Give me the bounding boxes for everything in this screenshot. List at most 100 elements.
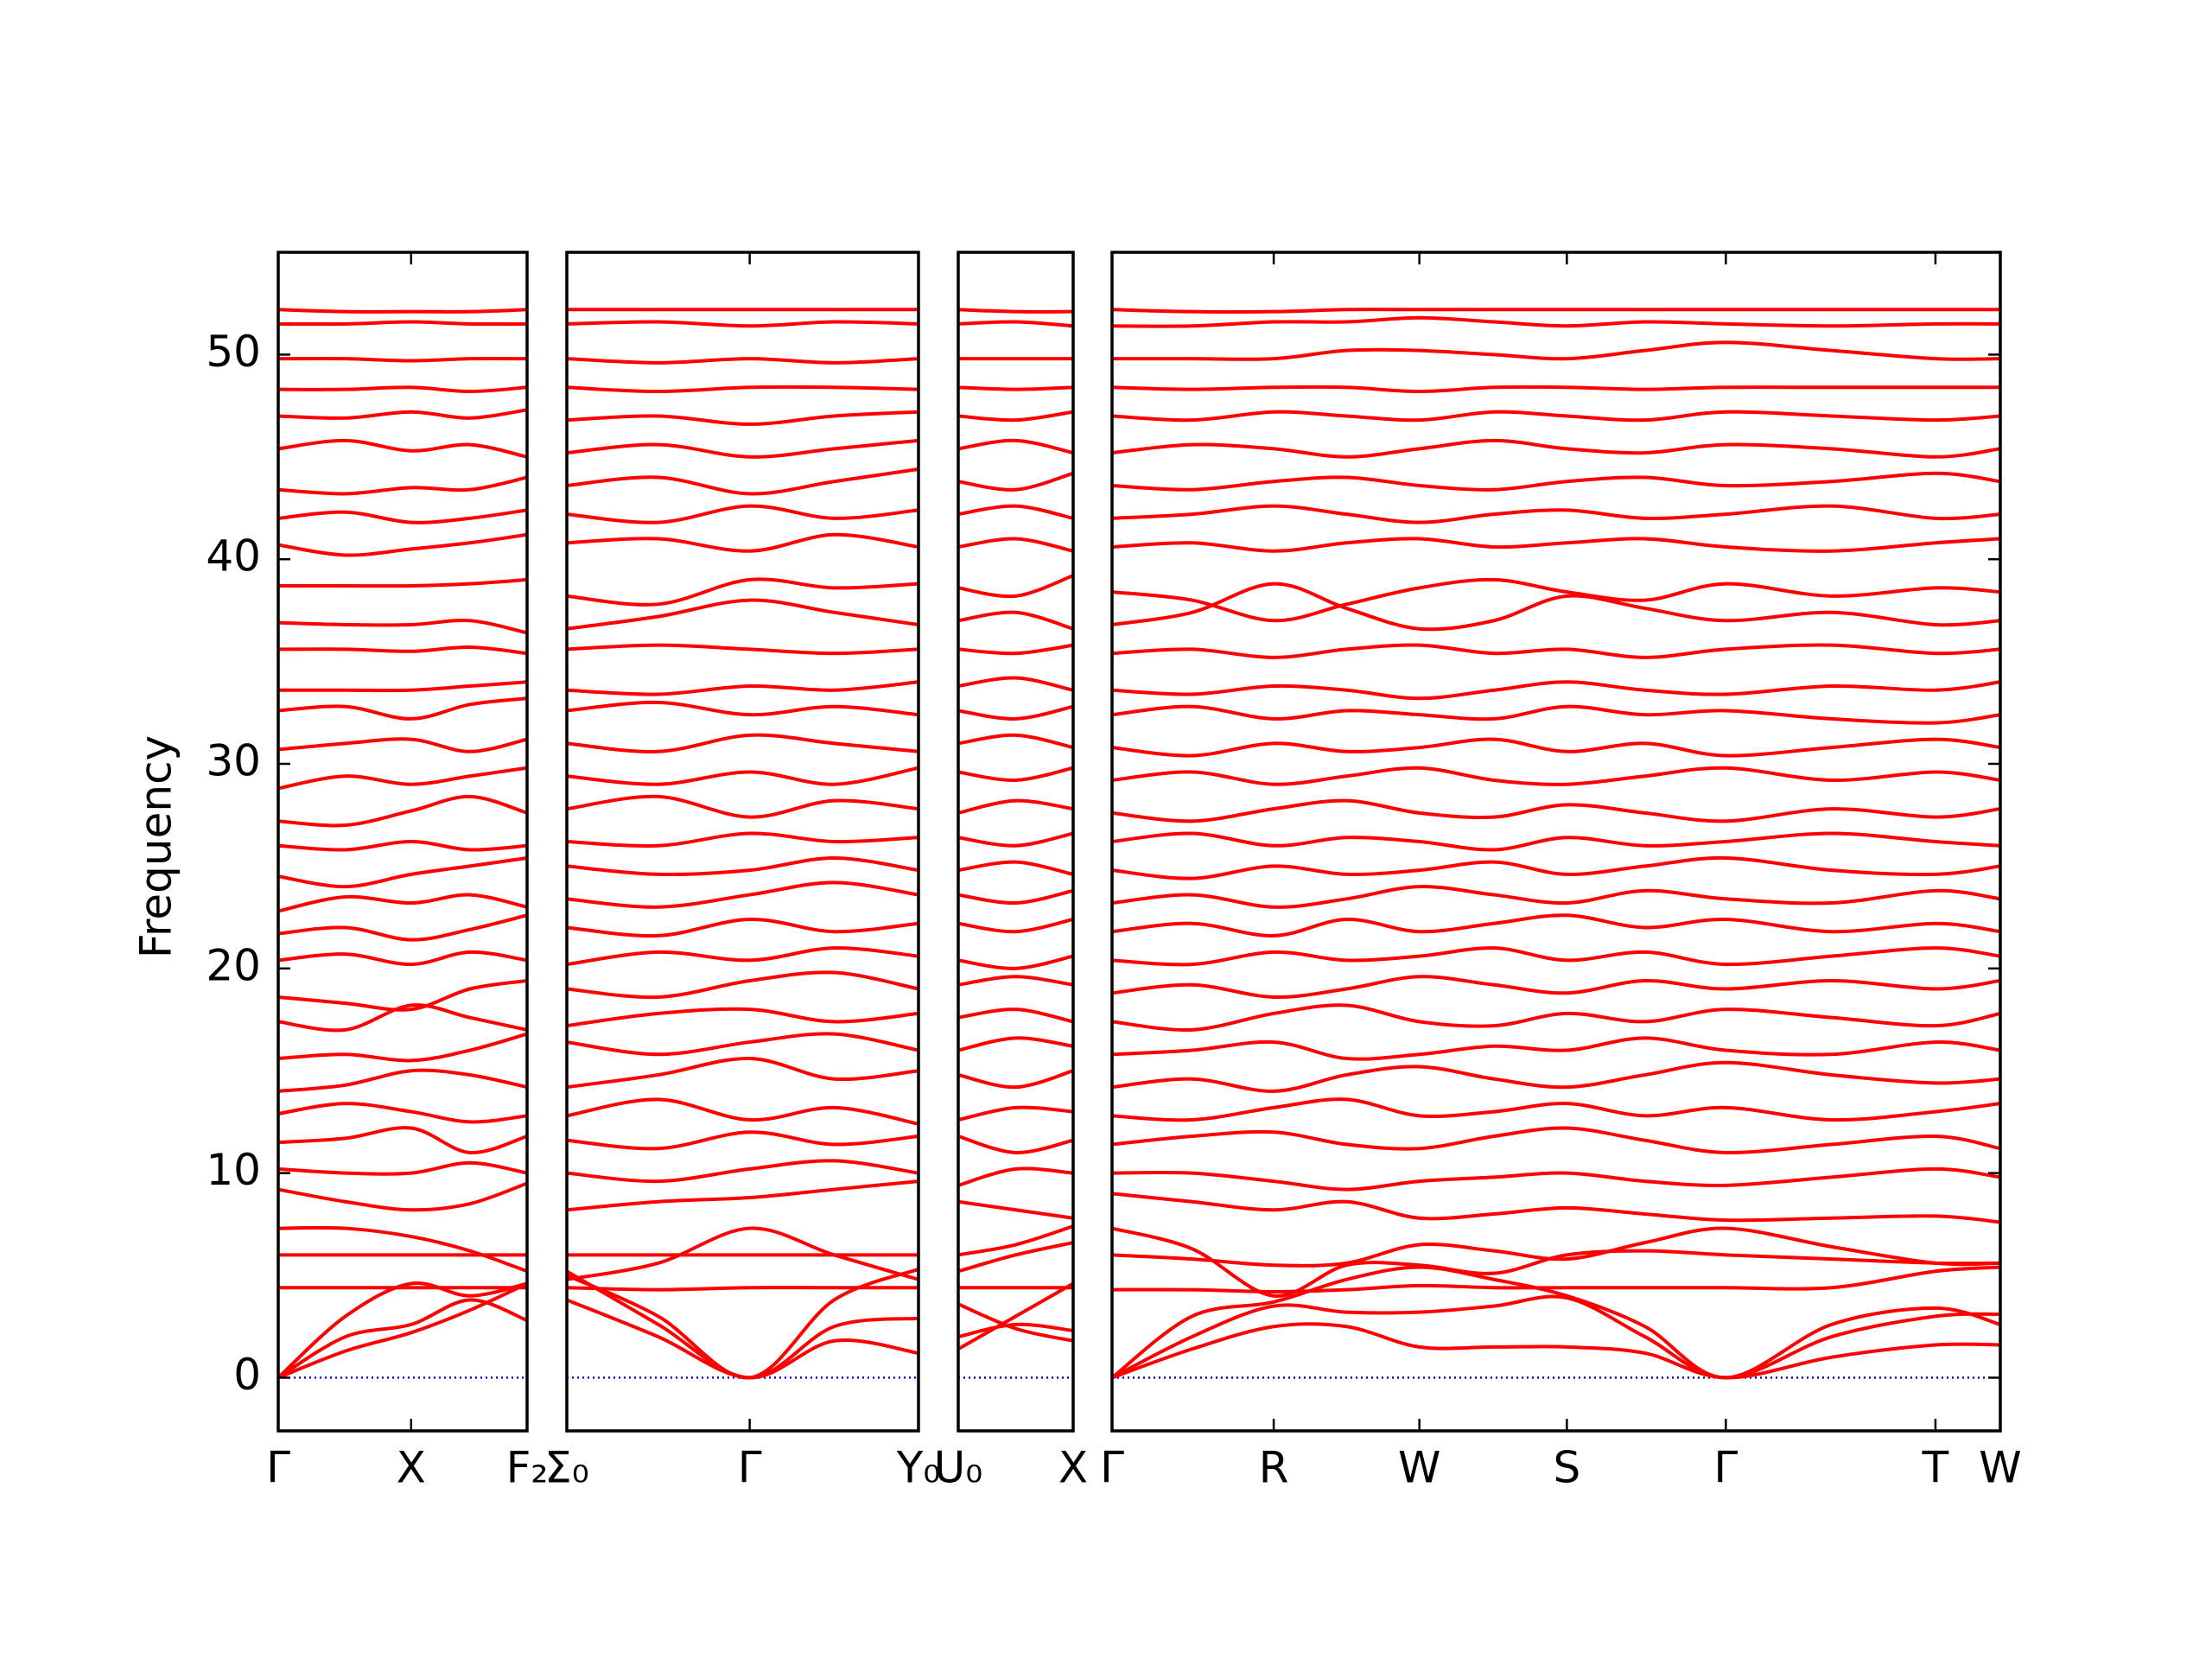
- band-line: [958, 975, 1073, 987]
- band-line: [278, 1126, 527, 1154]
- x-tick-label: Γ: [266, 1443, 290, 1493]
- panel-frame: [565, 251, 920, 1433]
- band-line: [1112, 537, 2000, 553]
- y-tick-label: 10: [206, 1145, 261, 1195]
- band-line: [958, 704, 1073, 721]
- band-line: [567, 1159, 918, 1184]
- band-line: [567, 880, 918, 909]
- band-line: [567, 504, 918, 524]
- band-line: [958, 1241, 1073, 1274]
- band-line: [958, 410, 1073, 423]
- band-line: [567, 1097, 918, 1126]
- band-line: [1112, 504, 2000, 524]
- band-line: [567, 643, 918, 656]
- band-line: [278, 320, 527, 327]
- band-line: [958, 918, 1073, 934]
- band-line: [278, 1032, 527, 1063]
- plot-area: [278, 308, 527, 1380]
- band-line: [958, 1036, 1073, 1052]
- band-line: [958, 1166, 1073, 1187]
- band-line: [278, 532, 527, 557]
- band-line: [1112, 1060, 2000, 1093]
- band-line: [278, 1102, 527, 1124]
- band-line: [278, 618, 527, 635]
- band-line: [567, 970, 918, 1000]
- band-line: [567, 467, 918, 496]
- band-line: [278, 1225, 527, 1274]
- panel-frame: [1110, 251, 2002, 1433]
- band-line: [958, 1105, 1073, 1122]
- y-tick-label: 40: [206, 531, 261, 582]
- band-line: [1112, 308, 2000, 314]
- x-tick-label: Σ₀: [544, 1443, 589, 1493]
- x-tick-label: Γ: [738, 1443, 762, 1493]
- band-line: [1112, 1126, 2000, 1154]
- band-line: [278, 508, 527, 524]
- band-line: [278, 950, 527, 967]
- band-line: [278, 696, 527, 721]
- plot-area: [958, 308, 1073, 1379]
- band-line: [567, 1130, 918, 1151]
- band-line: [278, 645, 527, 656]
- band-line: [567, 1057, 918, 1090]
- band-line: [958, 888, 1073, 906]
- band-line: [278, 1068, 527, 1093]
- band-line: [567, 1226, 918, 1281]
- band-line: [1112, 471, 2000, 492]
- band-line: [1112, 1097, 2000, 1122]
- panel-frame: [957, 251, 1075, 1433]
- y-tick-label: 20: [206, 940, 261, 990]
- band-line: [1112, 1294, 2000, 1380]
- x-tick-label: Γ: [1713, 1443, 1738, 1493]
- band-line: [958, 733, 1073, 750]
- band-line: [1112, 766, 2000, 786]
- band-line: [1112, 885, 2000, 909]
- x-tick-label: T: [1922, 1443, 1949, 1493]
- band-line: [567, 1286, 918, 1292]
- band-line: [278, 408, 527, 420]
- band-line: [1112, 438, 2000, 459]
- band-line: [1112, 855, 2000, 880]
- band-line: [278, 979, 527, 1012]
- plot-area: [1112, 308, 2000, 1380]
- band-line: [958, 537, 1073, 553]
- band-line: [278, 1281, 527, 1379]
- band-line: [278, 794, 527, 828]
- band-line: [567, 410, 918, 426]
- band-line: [958, 643, 1073, 656]
- band-line: [958, 831, 1073, 848]
- band-line: [567, 532, 918, 553]
- band-line: [567, 385, 918, 394]
- x-tick-label: Γ: [1100, 1443, 1124, 1493]
- panel-frame: [276, 251, 529, 1433]
- band-line: [1112, 643, 2000, 659]
- band-line: [958, 1322, 1073, 1339]
- x-tick-label: W: [1979, 1443, 2021, 1493]
- band-line: [958, 504, 1073, 520]
- band-line: [278, 913, 527, 942]
- x-tick-label: W: [1398, 1443, 1440, 1493]
- band-line: [278, 1181, 527, 1212]
- band-line: [1112, 831, 2000, 852]
- band-line: [958, 610, 1073, 631]
- band-line: [1112, 315, 2000, 328]
- band-line: [1112, 798, 2000, 823]
- band-line: [958, 574, 1073, 599]
- band-line: [1112, 1265, 2000, 1380]
- x-tick-label: Y₀: [896, 1443, 941, 1493]
- band-line: [958, 1135, 1073, 1154]
- band-line: [567, 766, 918, 786]
- band-line: [567, 1007, 918, 1028]
- band-line: [958, 471, 1073, 492]
- band-line: [567, 831, 918, 848]
- band-line: [278, 475, 527, 496]
- band-line: [1112, 582, 2000, 632]
- band-line: [958, 385, 1073, 391]
- band-line: [958, 1281, 1073, 1351]
- y-tick-label: 0: [233, 1350, 261, 1400]
- band-line: [958, 438, 1073, 455]
- band-line: [1112, 1192, 2000, 1224]
- band-line: [278, 737, 527, 753]
- band-line: [958, 1199, 1073, 1220]
